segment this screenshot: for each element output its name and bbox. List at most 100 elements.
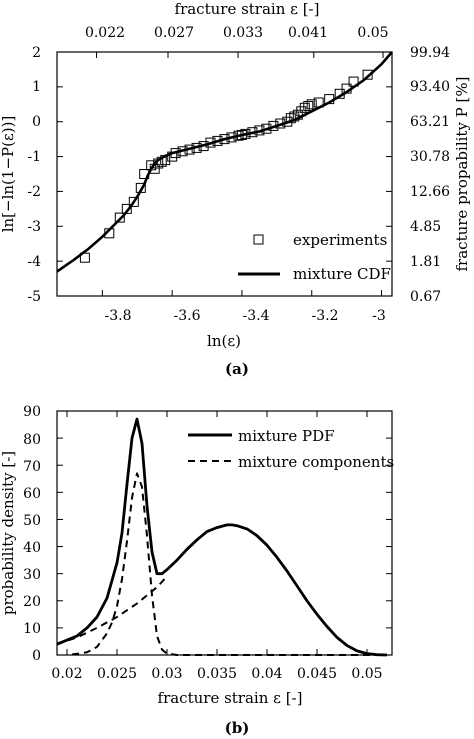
b-x-tick-label: 0.045	[297, 666, 337, 682]
experiment-point	[191, 142, 202, 153]
a-y-tick-label: -5	[27, 289, 41, 305]
experiment-point	[184, 144, 195, 155]
experiment-point	[219, 134, 230, 145]
experiment-point	[313, 97, 324, 108]
a-top-tick-label: 0.022	[85, 25, 125, 41]
experiment-point	[177, 146, 188, 157]
experiment-point	[170, 148, 181, 159]
b-x-tick-label: 0.025	[97, 666, 137, 682]
mixture-component-line	[56, 575, 168, 646]
a-top-tick-label: 0.041	[288, 25, 328, 41]
experiment-point	[275, 118, 286, 129]
b-y-tick-label: 80	[23, 432, 41, 448]
b-x-tick-label: 0.05	[351, 666, 382, 682]
experiment-point	[324, 94, 335, 105]
a-legend-square-marker	[253, 234, 264, 245]
b-x-axis-label: fracture strain ε [-]	[158, 689, 303, 707]
a-right-tick-label: 0.67	[410, 289, 441, 305]
a-top-tick-label: 0.05	[357, 25, 388, 41]
a-y-tick-label: 1	[32, 79, 41, 95]
experiment-point	[306, 99, 317, 110]
a-top-axis-label: fracture strain ε [-]	[175, 0, 320, 18]
experiment-point	[240, 128, 251, 139]
a-legend: experiments mixture CDF	[238, 231, 391, 283]
experiment-point	[341, 83, 352, 94]
b-x-tick-label: 0.02	[51, 666, 82, 682]
a-right-tick-label: 30.78	[410, 149, 450, 165]
b-legend: mixture PDF mixture components	[188, 427, 394, 471]
experiment-point	[149, 163, 160, 174]
experiment-point	[153, 158, 164, 169]
experiment-point	[104, 228, 115, 239]
experiment-point	[292, 109, 303, 120]
experiment-point	[285, 113, 296, 124]
a-top-tick-label: 0.033	[223, 25, 263, 41]
b-legend-label-components: mixture components	[238, 453, 394, 471]
panel-b: 0.02 0.025 0.03 0.035 0.04 0.045 0.05 0 …	[0, 404, 394, 737]
a-x-tick-label: -3.4	[243, 308, 270, 324]
b-y-tick-label: 30	[23, 567, 41, 583]
panel-a-frame	[56, 51, 393, 297]
experiment-point	[348, 76, 359, 87]
a-right-axis-label: fracture propability P [%]	[453, 77, 471, 272]
b-y-tick-label: 60	[23, 486, 41, 502]
experiment-point	[79, 252, 90, 263]
a-x-tick-label: -3.8	[105, 308, 132, 324]
a-x-tick-label: -3.2	[312, 308, 339, 324]
experiment-point	[233, 130, 244, 141]
experiment-point	[303, 101, 314, 111]
a-x-axis-label: ln(ε)	[207, 332, 241, 350]
experiment-point	[282, 116, 293, 127]
b-y-tick-label: 0	[32, 648, 41, 664]
b-legend-label-pdf: mixture PDF	[238, 427, 335, 445]
mixture-component-line	[71, 472, 387, 656]
b-y-tick-label: 20	[23, 594, 41, 610]
experiment-point	[128, 196, 139, 207]
a-y-tick-label: -3	[27, 219, 41, 235]
a-top-tick-label: 0.027	[154, 25, 194, 41]
a-right-tick-label: 4.85	[410, 219, 441, 235]
experiment-point	[362, 69, 373, 80]
a-right-tick-label: 12.66	[410, 184, 450, 200]
experiment-point	[156, 156, 167, 167]
experiment-point	[198, 141, 209, 152]
experiment-point	[268, 120, 279, 131]
a-y-tick-label: -4	[27, 254, 41, 270]
experiment-point	[146, 160, 157, 171]
a-right-tick-label: 93.40	[410, 79, 450, 95]
a-y-tick-label: -1	[27, 149, 41, 165]
b-x-tick-label: 0.035	[197, 666, 237, 682]
experiment-point	[121, 203, 132, 214]
a-panel-caption: (a)	[225, 360, 249, 378]
experiment-point	[334, 88, 345, 99]
b-x-tick-label: 0.04	[251, 666, 282, 682]
experiment-point	[247, 127, 258, 138]
experiment-point	[212, 135, 223, 146]
experiment-point	[226, 132, 237, 143]
panel-b-frame	[56, 410, 393, 656]
b-y-tick-label: 40	[23, 540, 41, 556]
b-y-tick-label: 10	[23, 621, 41, 637]
experiment-point	[114, 212, 125, 223]
experiment-point	[254, 125, 265, 136]
a-x-tick-label: -3.6	[174, 308, 201, 324]
experiment-point	[261, 123, 272, 134]
experiment-point	[205, 137, 216, 148]
a-y-axis-label: ln[−ln(1−P(ε))]	[0, 116, 17, 233]
experiment-point	[236, 130, 247, 140]
a-legend-label-experiments: experiments	[293, 231, 387, 249]
a-right-tick-label: 1.81	[410, 254, 441, 270]
mixture-pdf-line	[56, 417, 388, 657]
a-right-tick-label: 99.94	[410, 45, 450, 61]
a-y-tick-label: 2	[32, 45, 41, 61]
b-y-tick-label: 70	[23, 459, 41, 475]
panel-a: -3.8 -3.6 -3.4 -3.2 -3 -5 -4 -3 -2 -1 0 …	[0, 0, 471, 378]
experiment-point	[167, 151, 178, 162]
experiment-point	[289, 111, 300, 122]
a-y-tick-label: 0	[32, 114, 41, 130]
experiment-point	[296, 106, 307, 117]
experiment-point	[135, 182, 146, 193]
b-y-tick-label: 90	[23, 404, 41, 420]
experiment-point	[139, 169, 150, 179]
